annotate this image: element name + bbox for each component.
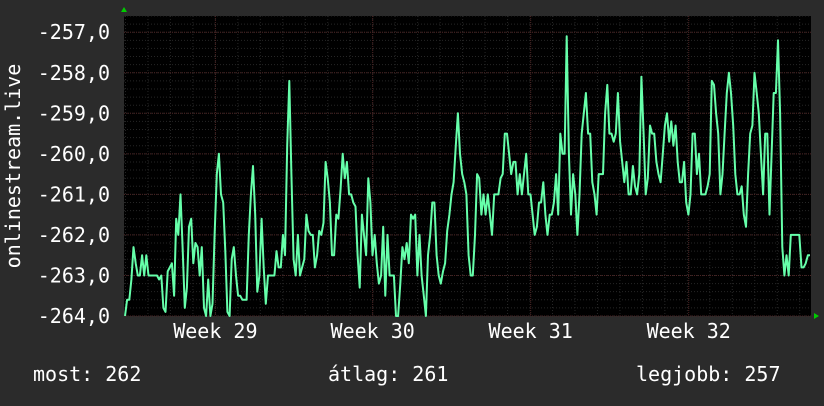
y-tick-label: -257,0 bbox=[38, 20, 110, 44]
y-tick-label: -259,0 bbox=[38, 101, 110, 125]
series-line bbox=[124, 35, 810, 317]
y-tick-label: -258,0 bbox=[38, 61, 110, 85]
x-tick-label: Week 30 bbox=[331, 319, 415, 343]
y-tick-label: -264,0 bbox=[38, 304, 110, 328]
axis-arrows bbox=[121, 7, 819, 319]
plot-area bbox=[124, 16, 811, 316]
x-axis-arrow bbox=[814, 313, 819, 319]
x-axis: Week 29 Week 30 Week 31 Week 32 bbox=[173, 319, 731, 343]
x-tick-label: Week 32 bbox=[647, 319, 731, 343]
y-axis: -264,0 -263,0 -262,0 -261,0 -260,0 -259,0 -258… bbox=[38, 20, 110, 328]
y-tick-label: -262,0 bbox=[38, 223, 110, 247]
legend-best: legjobb: 257 bbox=[636, 362, 781, 386]
y-tick-label: -261,0 bbox=[38, 182, 110, 206]
legend-current: most: 262 bbox=[33, 362, 142, 386]
x-tick-label: Week 31 bbox=[489, 319, 573, 343]
y-axis-arrow bbox=[121, 7, 127, 12]
y-axis-label: onlinestream.live bbox=[1, 64, 25, 269]
y-tick-label: -260,0 bbox=[38, 142, 110, 166]
y-tick-label: -263,0 bbox=[38, 263, 110, 287]
legend-average: átlag: 261 bbox=[328, 362, 449, 386]
x-tick-label: Week 29 bbox=[173, 319, 257, 343]
